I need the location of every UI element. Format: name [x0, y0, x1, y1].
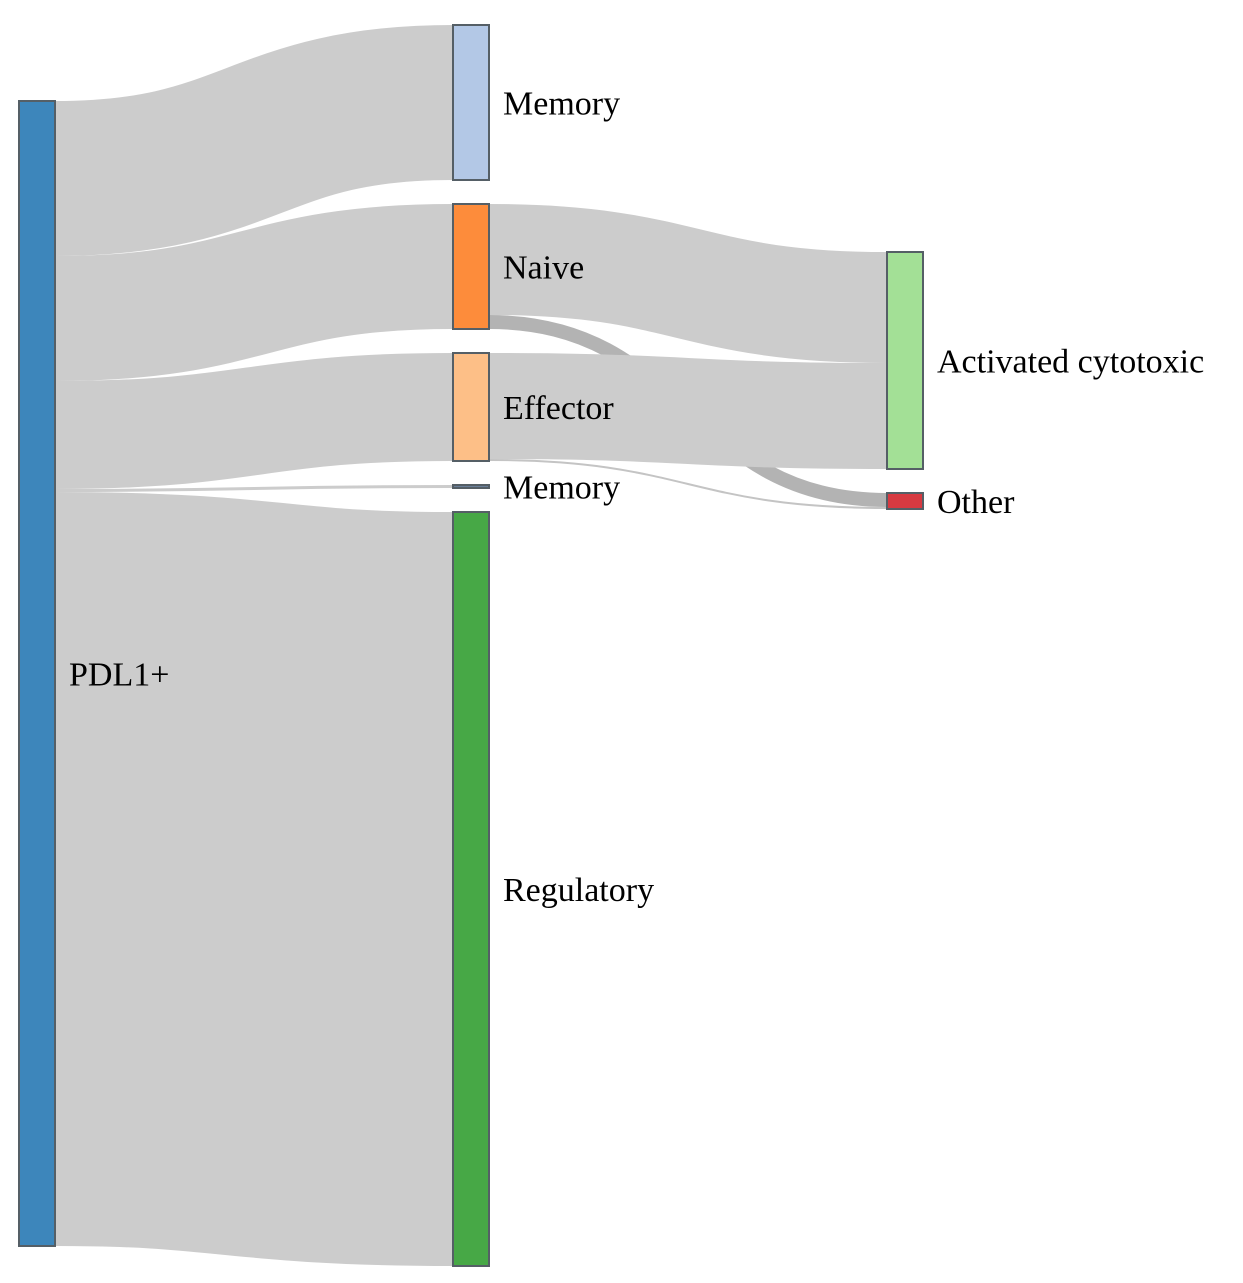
node-label-pdl1: PDL1+	[69, 656, 169, 693]
link-pdl1-to-naive	[55, 267, 453, 319]
node-regulatory[interactable]	[453, 512, 489, 1266]
link-pdl1-to-effector	[55, 407, 453, 435]
node-label-activated: Activated cytotoxic	[937, 343, 1204, 380]
node-label-regulatory: Regulatory	[503, 872, 654, 909]
node-label-memory1: Memory	[503, 85, 620, 122]
link-pdl1-to-regulatory	[55, 869, 453, 889]
node-label-other: Other	[937, 484, 1015, 521]
node-pdl1[interactable]	[19, 101, 55, 1246]
node-label-effector: Effector	[503, 390, 614, 427]
node-naive[interactable]	[453, 204, 489, 329]
node-other[interactable]	[887, 493, 923, 509]
node-label-naive: Naive	[503, 249, 584, 286]
link-pdl1-to-memory1	[55, 103, 453, 179]
node-label-memory2: Memory	[503, 469, 620, 506]
node-memory1[interactable]	[453, 25, 489, 180]
node-memory2[interactable]	[453, 485, 489, 488]
node-effector[interactable]	[453, 353, 489, 461]
node-activated[interactable]	[887, 252, 923, 469]
